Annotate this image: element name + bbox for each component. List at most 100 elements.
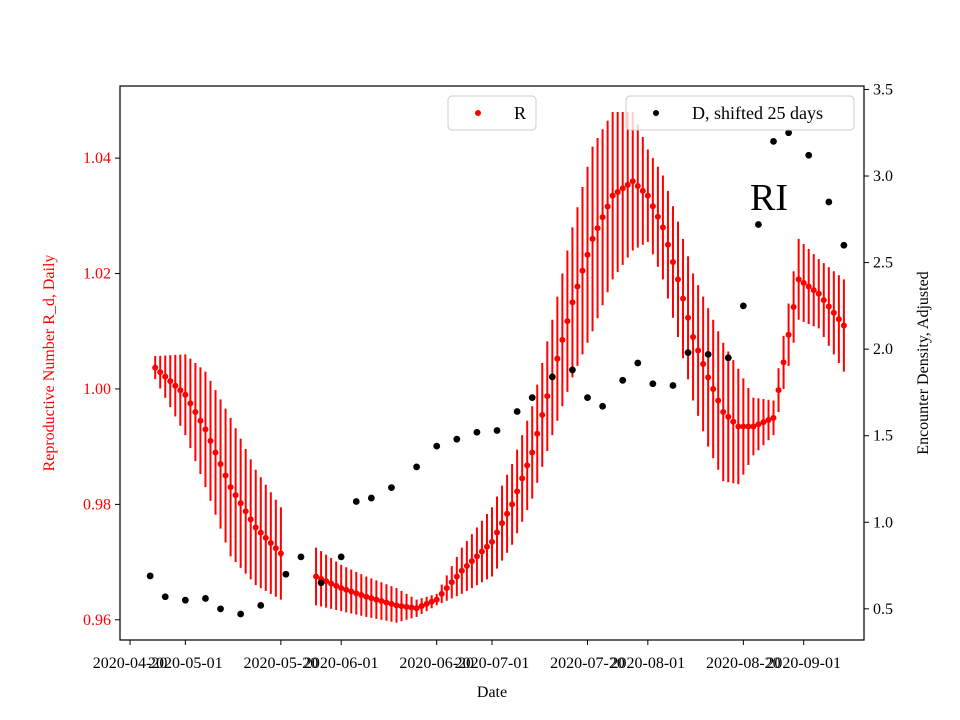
r-point — [393, 602, 400, 609]
r-point — [810, 287, 817, 294]
d-point — [684, 349, 692, 357]
x-tick-label: 2020-08-20 — [706, 655, 781, 672]
x-tick-label: 2020-09-01 — [766, 655, 841, 672]
d-point — [181, 596, 189, 604]
r-point — [473, 553, 480, 560]
r-point — [765, 416, 772, 423]
r-point — [594, 225, 601, 232]
d-point — [367, 494, 375, 502]
d-point — [453, 435, 461, 443]
x-tick-label: 2020-07-20 — [550, 655, 625, 672]
r-point — [197, 417, 204, 424]
r-point — [489, 538, 495, 545]
r-point — [639, 187, 646, 194]
r-point — [358, 591, 365, 598]
x-tick-label: 2020-04-20 — [93, 655, 168, 672]
r-point — [529, 449, 536, 456]
r-point — [780, 359, 787, 366]
r-point — [800, 279, 807, 286]
r-point — [418, 603, 425, 610]
series-r — [152, 111, 847, 623]
r-point — [177, 387, 184, 394]
r-point — [539, 411, 546, 418]
d-point — [161, 593, 169, 601]
d-point — [739, 302, 747, 310]
r-point — [328, 580, 335, 587]
r-point — [207, 437, 214, 444]
r-point — [443, 585, 450, 592]
r-point — [669, 259, 676, 266]
r-point — [162, 373, 169, 380]
legend-r: R — [447, 95, 537, 131]
series-d — [146, 129, 848, 618]
r-point — [428, 598, 435, 605]
d-point — [317, 579, 325, 587]
r-point — [267, 540, 274, 547]
r-point — [519, 475, 526, 482]
r-point — [659, 224, 666, 231]
r-point — [790, 304, 797, 311]
d-point — [649, 380, 657, 388]
r-point — [172, 382, 179, 389]
r-point — [619, 185, 626, 192]
legend-r-box — [447, 95, 537, 131]
y-left-tick-label: 1.04 — [83, 150, 111, 167]
r-point — [750, 423, 757, 430]
r-point — [438, 590, 445, 597]
legend-d: D, shifted 25 days — [625, 95, 855, 131]
r-point — [614, 189, 621, 196]
r-point — [408, 604, 415, 611]
d-point — [634, 359, 642, 367]
r-point — [217, 460, 224, 467]
r-point — [644, 192, 651, 199]
r-point — [373, 596, 380, 603]
r-point — [554, 355, 561, 362]
r-point — [403, 603, 410, 610]
r-point — [579, 267, 586, 274]
r-point — [654, 213, 661, 220]
x-tick-label: 2020-05-01 — [148, 655, 223, 672]
right-axis-ticks: 0.5 1.0 1.5 2.0 2.5 3.0 3.5 — [864, 81, 893, 618]
r-point — [232, 492, 239, 499]
d-point — [337, 553, 345, 561]
d-point — [785, 129, 792, 137]
r-point — [755, 421, 762, 428]
r-point — [634, 183, 641, 190]
r-point — [277, 550, 284, 557]
r-point — [167, 378, 174, 385]
r-point — [388, 600, 395, 607]
d-point — [704, 350, 712, 358]
r-point — [257, 529, 264, 536]
r-point — [343, 586, 350, 593]
r-point — [740, 423, 747, 430]
left-axis-ticks: 0.96 0.98 1.00 1.02 1.04 — [83, 150, 120, 629]
y-right-tick-label: 1.5 — [873, 428, 893, 445]
r-point — [775, 387, 782, 394]
r-point — [494, 529, 501, 536]
d-point — [202, 595, 209, 602]
d-point — [840, 241, 848, 249]
y-right-tick-label: 1.0 — [873, 514, 893, 531]
d-point — [282, 570, 290, 578]
d-point — [413, 463, 420, 471]
r-point — [589, 235, 596, 242]
r-point — [745, 423, 752, 430]
x-tick-label: 2020-06-01 — [304, 655, 379, 672]
r-point — [262, 534, 269, 541]
r-point — [468, 558, 475, 565]
r-point — [378, 598, 385, 605]
d-point — [433, 442, 441, 450]
x-tick-label: 2020-07-01 — [455, 655, 530, 672]
r-point — [685, 314, 692, 321]
r-point — [509, 501, 516, 508]
r-point — [649, 203, 656, 210]
r-point — [448, 579, 455, 586]
d-point — [569, 366, 576, 374]
r-point — [252, 524, 259, 531]
r-point — [815, 290, 822, 297]
r-point — [604, 203, 611, 210]
r-point — [368, 595, 375, 602]
x-tick-label: 2020-05-20 — [244, 655, 319, 672]
